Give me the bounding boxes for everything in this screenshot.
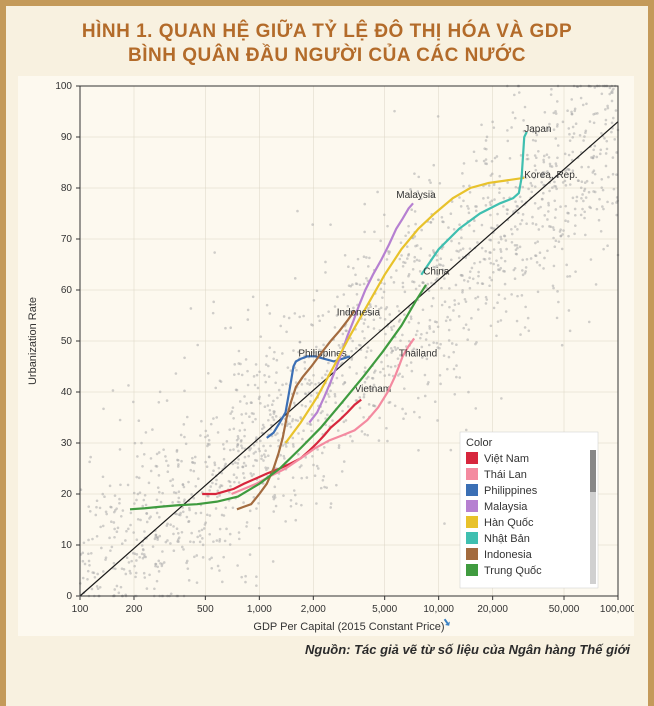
legend-swatch-china[interactable]	[466, 564, 478, 576]
svg-text:GDP Per Capital (2015 Constant: GDP Per Capital (2015 Constant Price)	[253, 621, 444, 633]
svg-text:90: 90	[61, 132, 73, 143]
legend-swatch-vietnam[interactable]	[466, 452, 478, 464]
legend-label-indonesia[interactable]: Indonesia	[484, 549, 533, 561]
svg-text:80: 80	[61, 183, 73, 194]
legend-swatch-thailand[interactable]	[466, 468, 478, 480]
scatter-chart: 1002005001,0002,0005,00010,00020,00050,0…	[18, 76, 634, 636]
svg-text:0: 0	[66, 591, 72, 602]
legend-label-malaysia[interactable]: Malaysia	[484, 501, 528, 513]
title-line-2: BÌNH QUÂN ĐẦU NGƯỜI CỦA CÁC NƯỚC	[18, 44, 636, 68]
svg-text:10,000: 10,000	[423, 604, 454, 615]
svg-text:40: 40	[61, 387, 73, 398]
legend-swatch-philippines[interactable]	[466, 484, 478, 496]
series-label-japan: Japan	[524, 123, 551, 134]
svg-text:2,000: 2,000	[301, 604, 326, 615]
series-label-china: China	[423, 266, 450, 277]
legend-label-philippines[interactable]: Philippines	[484, 485, 538, 497]
svg-text:5,000: 5,000	[372, 604, 397, 615]
svg-text:500: 500	[197, 604, 214, 615]
series-label-malaysia: Malaysia	[396, 190, 436, 201]
legend-label-vietnam[interactable]: Việt Nam	[484, 453, 529, 465]
legend-swatch-korea[interactable]	[466, 516, 478, 528]
svg-text:50,000: 50,000	[549, 604, 580, 615]
svg-text:50: 50	[61, 336, 73, 347]
svg-text:70: 70	[61, 234, 73, 245]
series-label-thailand: Thailand	[399, 348, 437, 359]
svg-text:30: 30	[61, 438, 73, 449]
legend-swatch-indonesia[interactable]	[466, 548, 478, 560]
svg-text:1,000: 1,000	[247, 604, 272, 615]
svg-text:20: 20	[61, 489, 73, 500]
svg-text:200: 200	[126, 604, 143, 615]
legend-scroll-thumb[interactable]	[590, 450, 596, 492]
legend-swatch-malaysia[interactable]	[466, 500, 478, 512]
svg-text:60: 60	[61, 285, 73, 296]
chart-title: HÌNH 1. QUAN HỆ GIỮA TỶ LỆ ĐÔ THỊ HÓA VÀ…	[18, 20, 636, 68]
legend-label-korea[interactable]: Hàn Quốc	[484, 517, 534, 529]
svg-text:100,000: 100,000	[600, 604, 634, 615]
series-label-indonesia: Indonesia	[337, 307, 381, 318]
svg-text:100: 100	[55, 81, 72, 92]
legend-swatch-japan[interactable]	[466, 532, 478, 544]
svg-text:10: 10	[61, 540, 73, 551]
chart-frame: HÌNH 1. QUAN HỆ GIỮA TỶ LỆ ĐÔ THỊ HÓA VÀ…	[0, 0, 654, 706]
legend-label-thailand[interactable]: Thái Lan	[484, 469, 527, 481]
series-label-korea: Korea, Rep.	[524, 169, 577, 180]
svg-text:Urbanization Rate: Urbanization Rate	[27, 296, 39, 384]
title-line-1: HÌNH 1. QUAN HỆ GIỮA TỶ LỆ ĐÔ THỊ HÓA VÀ…	[18, 20, 636, 44]
source-caption: Nguồn: Tác giả vẽ từ số liệu của Ngân hà…	[18, 642, 636, 657]
legend-label-japan[interactable]: Nhật Bản	[484, 533, 530, 545]
legend-label-china[interactable]: Trung Quốc	[484, 565, 542, 577]
chart-container: 1002005001,0002,0005,00010,00020,00050,0…	[18, 76, 636, 636]
svg-text:100: 100	[72, 604, 89, 615]
svg-text:20,000: 20,000	[477, 604, 508, 615]
legend-title: Color	[466, 437, 493, 449]
